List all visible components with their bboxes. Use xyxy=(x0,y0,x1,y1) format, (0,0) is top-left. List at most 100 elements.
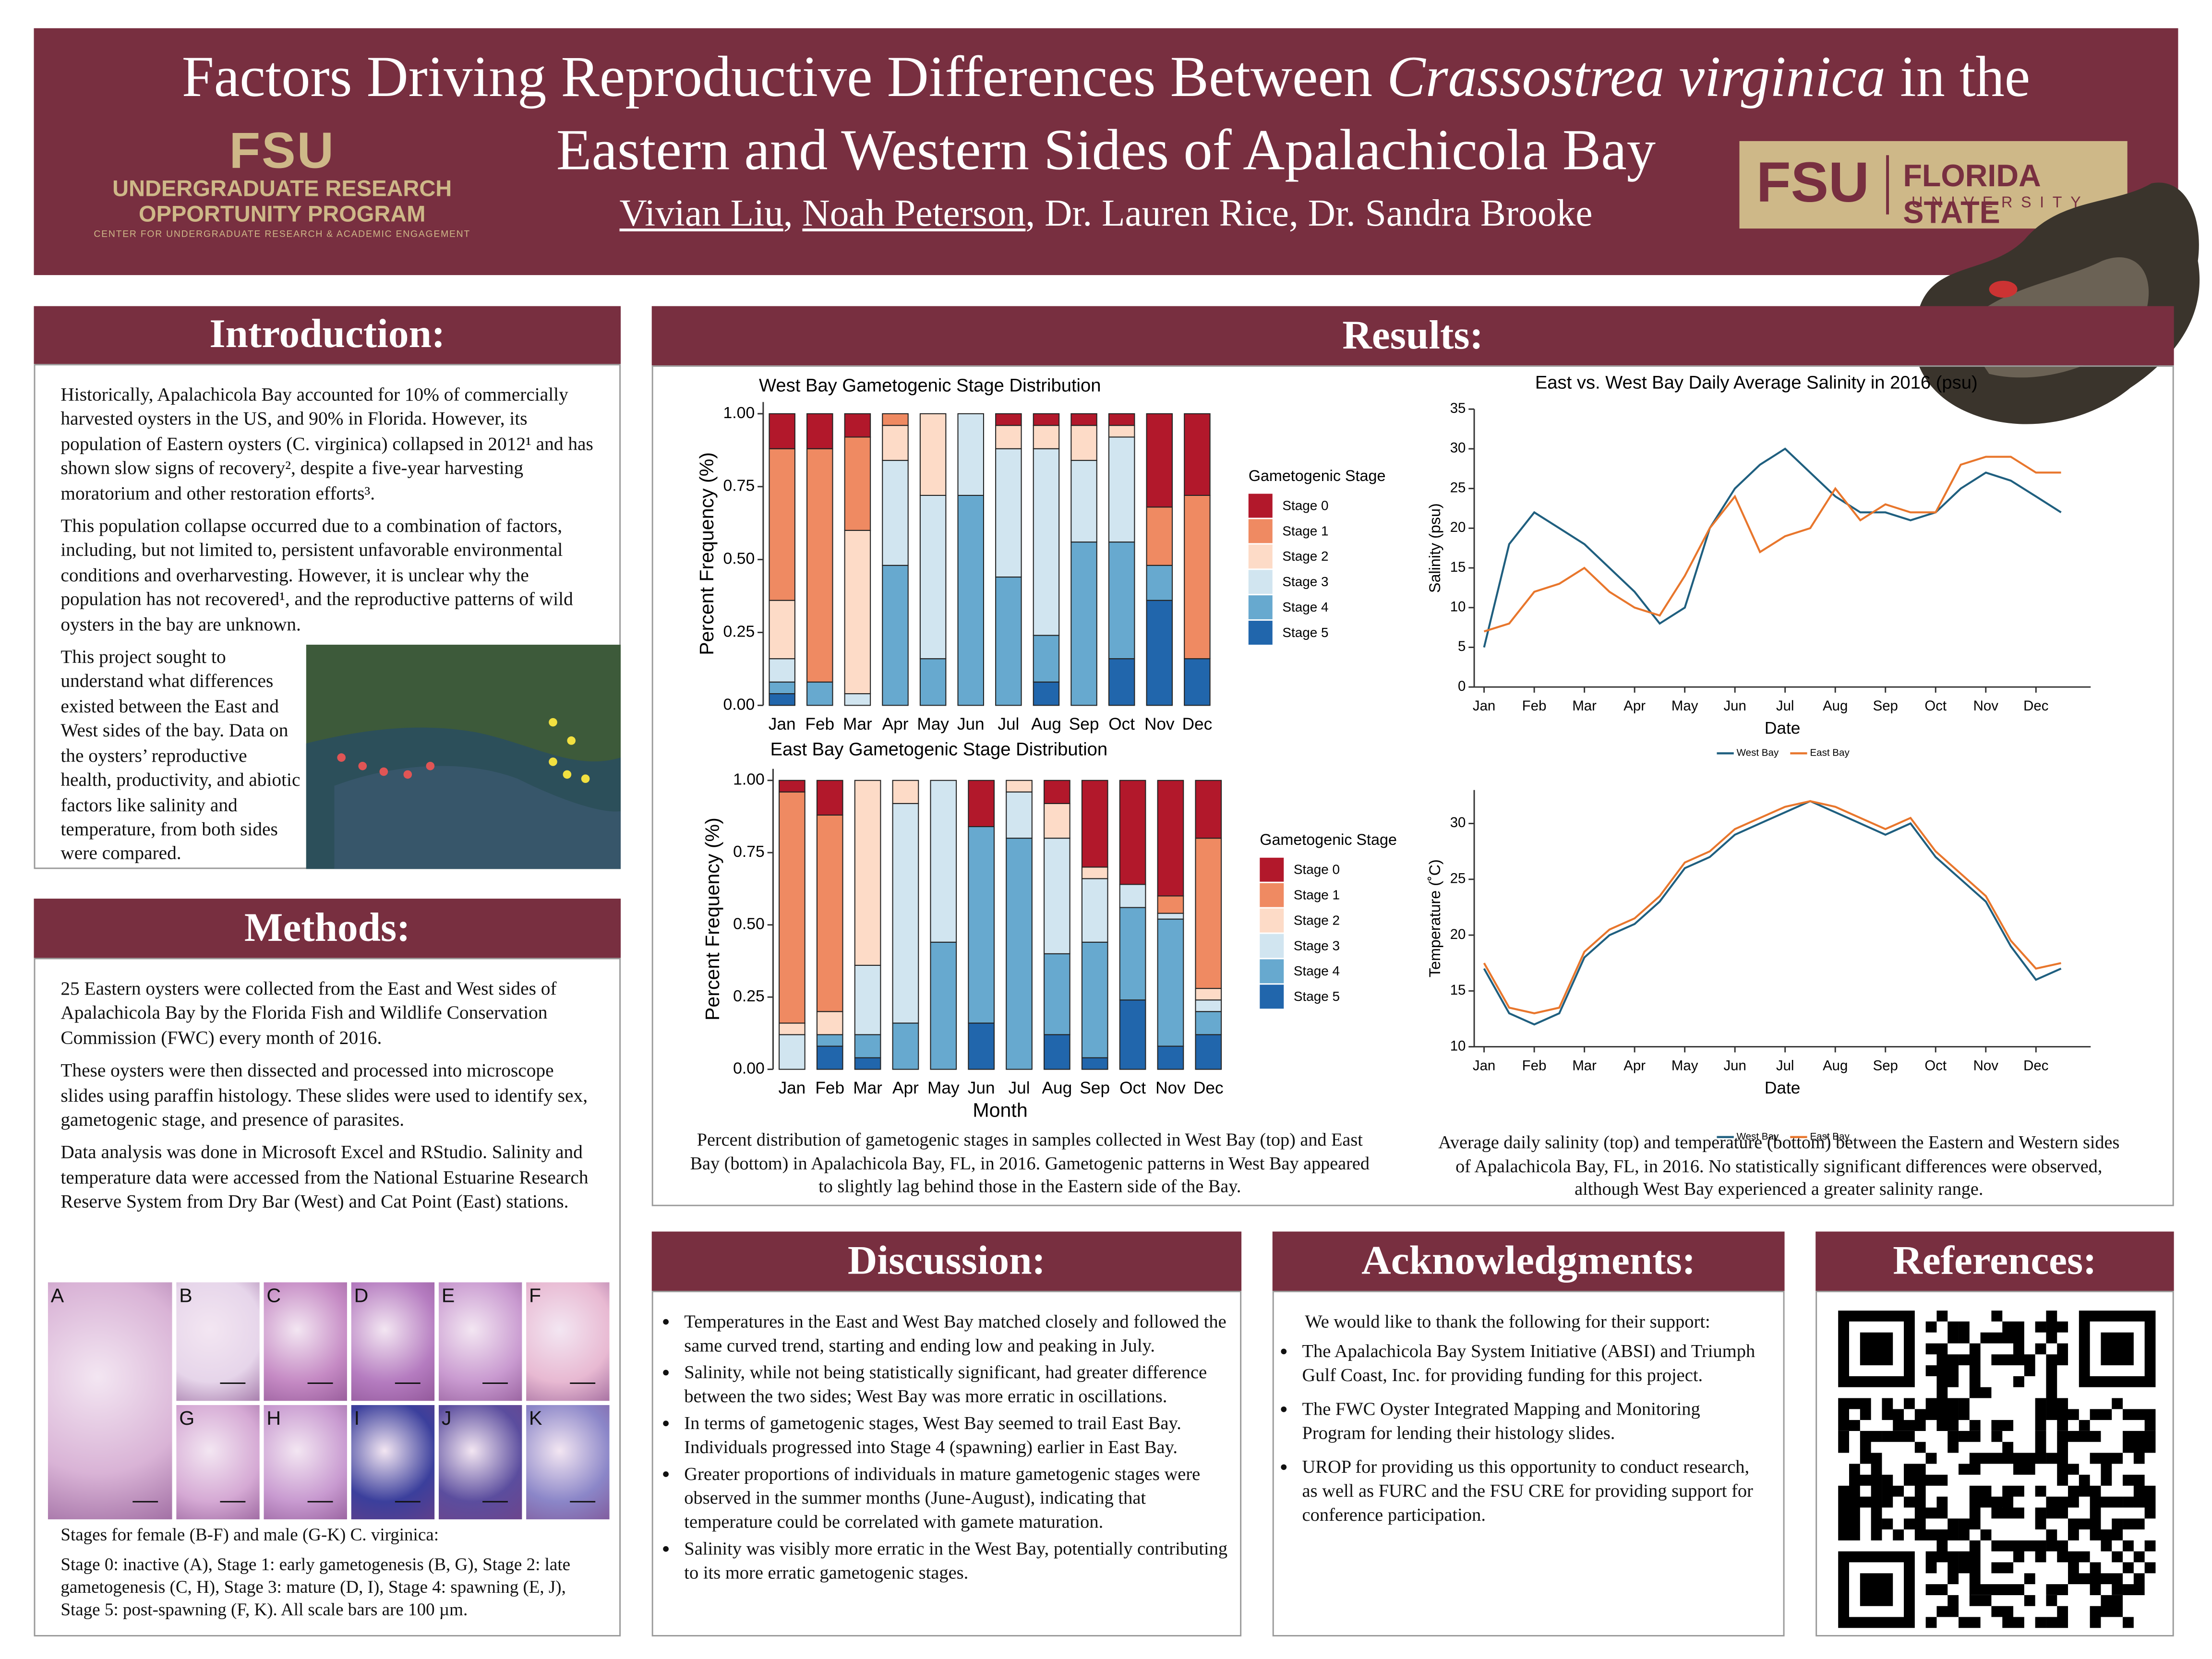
bullet: The FWC Oyster Integrated Mapping and Mo… xyxy=(1302,1396,1766,1444)
bullet: Salinity, while not being statistically … xyxy=(684,1360,1228,1408)
y-tick-label: 30 xyxy=(1450,815,1466,830)
figure-caption: Percent distribution of gametogenic stag… xyxy=(690,1129,1370,1197)
map-image xyxy=(306,645,621,869)
map-water xyxy=(334,766,621,869)
scale-bar xyxy=(482,1382,508,1384)
bar-segment xyxy=(1119,780,1146,885)
logo-line: CENTER FOR UNDERGRADUATE RESEARCH & ACAD… xyxy=(94,230,471,240)
x-tick-label: Sep xyxy=(1080,1079,1110,1097)
y-tick-label: 0.50 xyxy=(723,550,755,568)
y-axis-label: Temperature (˚C) xyxy=(1426,859,1443,977)
legend-label: East Bay xyxy=(1810,1131,1850,1142)
legend-swatch xyxy=(1260,857,1284,882)
fsu-logo: FSU FLORIDA STATE UNIVERSITY xyxy=(1739,141,2128,230)
x-tick-label: Nov xyxy=(1155,1079,1186,1097)
x-tick-label: Nov xyxy=(1144,715,1175,733)
x-axis-label: Month xyxy=(973,1099,1027,1121)
histology-figure: A B C D E F G H I J K xyxy=(48,1282,610,1520)
panel-letter: J xyxy=(441,1406,452,1429)
bar-segment xyxy=(995,577,1022,706)
bar-segment xyxy=(1070,541,1097,706)
chart-title: West Bay Gametogenic Stage Distribution xyxy=(759,375,1101,396)
bar-segment xyxy=(1184,494,1211,660)
legend-swatch xyxy=(1248,544,1273,569)
x-tick-label: Jun xyxy=(1723,698,1746,714)
title-part: Factors Driving Reproductive Differences… xyxy=(181,44,1387,109)
y-tick-label: 35 xyxy=(1450,400,1466,416)
bar-segment xyxy=(957,494,985,706)
legend-swatch xyxy=(1248,570,1273,594)
y-tick-label: 10 xyxy=(1450,599,1466,615)
legend-label: East Bay xyxy=(1810,747,1850,758)
bar-segment xyxy=(1108,413,1135,426)
bar-segment xyxy=(1081,878,1108,943)
map-markers-east xyxy=(549,718,590,783)
y-tick-label: 30 xyxy=(1450,440,1466,456)
legend-label: Stage 4 xyxy=(1294,963,1340,978)
x-tick-label: Jan xyxy=(778,1079,805,1097)
y-tick-label: 25 xyxy=(1450,871,1466,887)
x-tick-label: Jul xyxy=(998,715,1019,733)
authors: Vivian Liu, Noah Peterson, Dr. Lauren Ri… xyxy=(0,192,2212,236)
bar-segment xyxy=(769,658,795,683)
legend-swatch xyxy=(1260,959,1284,984)
bar-segment xyxy=(1195,1011,1222,1035)
x-tick-label: Jun xyxy=(968,1079,995,1097)
bar-segment xyxy=(919,494,947,660)
bar-segment xyxy=(995,425,1022,449)
logo-line: OPPORTUNITY PROGRAM xyxy=(139,203,426,228)
bar-segment xyxy=(769,693,795,706)
x-tick-label: Mar xyxy=(843,715,872,733)
logo-line: UNIVERSITY xyxy=(1911,194,2090,212)
bullet: Temperatures in the East and West Bay ma… xyxy=(684,1309,1228,1357)
bar-segment xyxy=(1006,780,1033,793)
legend-swatch xyxy=(1260,883,1284,907)
bar-segment xyxy=(1157,918,1184,1047)
legend-label: Stage 4 xyxy=(1282,600,1328,614)
x-axis-label: Date xyxy=(1765,1079,1800,1097)
histology-panel: C xyxy=(264,1282,347,1401)
bar-segment xyxy=(1081,941,1108,1058)
bar-segment xyxy=(806,448,833,683)
histology-panel: D xyxy=(351,1282,435,1401)
bar-segment xyxy=(930,780,957,943)
bar-segment xyxy=(816,814,843,1012)
section-heading: Results: xyxy=(651,306,2174,366)
bar-segment xyxy=(882,413,909,426)
x-tick-label: Dec xyxy=(2023,1058,2048,1073)
legend-label: Stage 2 xyxy=(1282,549,1328,564)
x-tick-label: Mar xyxy=(1572,698,1597,714)
histology-panel: G xyxy=(176,1405,260,1520)
legend-label: Stage 5 xyxy=(1294,989,1340,1004)
x-tick-label: Nov xyxy=(1973,698,1999,714)
caption-line: Stages for female (B-F) and male (G-K) C… xyxy=(60,1525,439,1545)
panel-letter: K xyxy=(529,1406,542,1429)
logo-line: FLORIDA STATE xyxy=(1903,158,2040,230)
x-tick-label: Sep xyxy=(1873,1058,1898,1073)
bar-segment xyxy=(844,413,871,438)
map-markers-west xyxy=(337,753,435,779)
figure-caption: Average daily salinity (top) and tempera… xyxy=(1438,1131,2120,1199)
legend-label: Stage 5 xyxy=(1282,625,1328,640)
x-tick-label: Oct xyxy=(1108,715,1135,733)
bar-segment xyxy=(1044,838,1070,954)
bar-segment xyxy=(1146,600,1173,706)
section-heading: Discussion: xyxy=(651,1231,1242,1291)
line-series xyxy=(1483,447,2062,648)
scale-bar xyxy=(395,1500,421,1503)
y-tick-label: 0.75 xyxy=(733,842,765,861)
y-tick-label: 0.50 xyxy=(733,915,765,933)
bar-segment xyxy=(1044,953,1070,1035)
author: Noah Peterson xyxy=(802,192,1026,234)
bar-segment xyxy=(854,964,881,1035)
bar-segment xyxy=(1157,895,1184,914)
x-tick-label: Jan xyxy=(1473,698,1495,714)
bar-segment xyxy=(1184,413,1211,496)
bullet: The Apalachicola Bay System Initiative (… xyxy=(1302,1339,1766,1387)
bar-segment xyxy=(1146,565,1173,601)
paragraph: 25 Eastern oysters were collected from t… xyxy=(60,977,557,1048)
bar-segment xyxy=(892,1022,919,1070)
panel-letter: C xyxy=(266,1284,281,1307)
bar-segment xyxy=(1033,425,1060,449)
